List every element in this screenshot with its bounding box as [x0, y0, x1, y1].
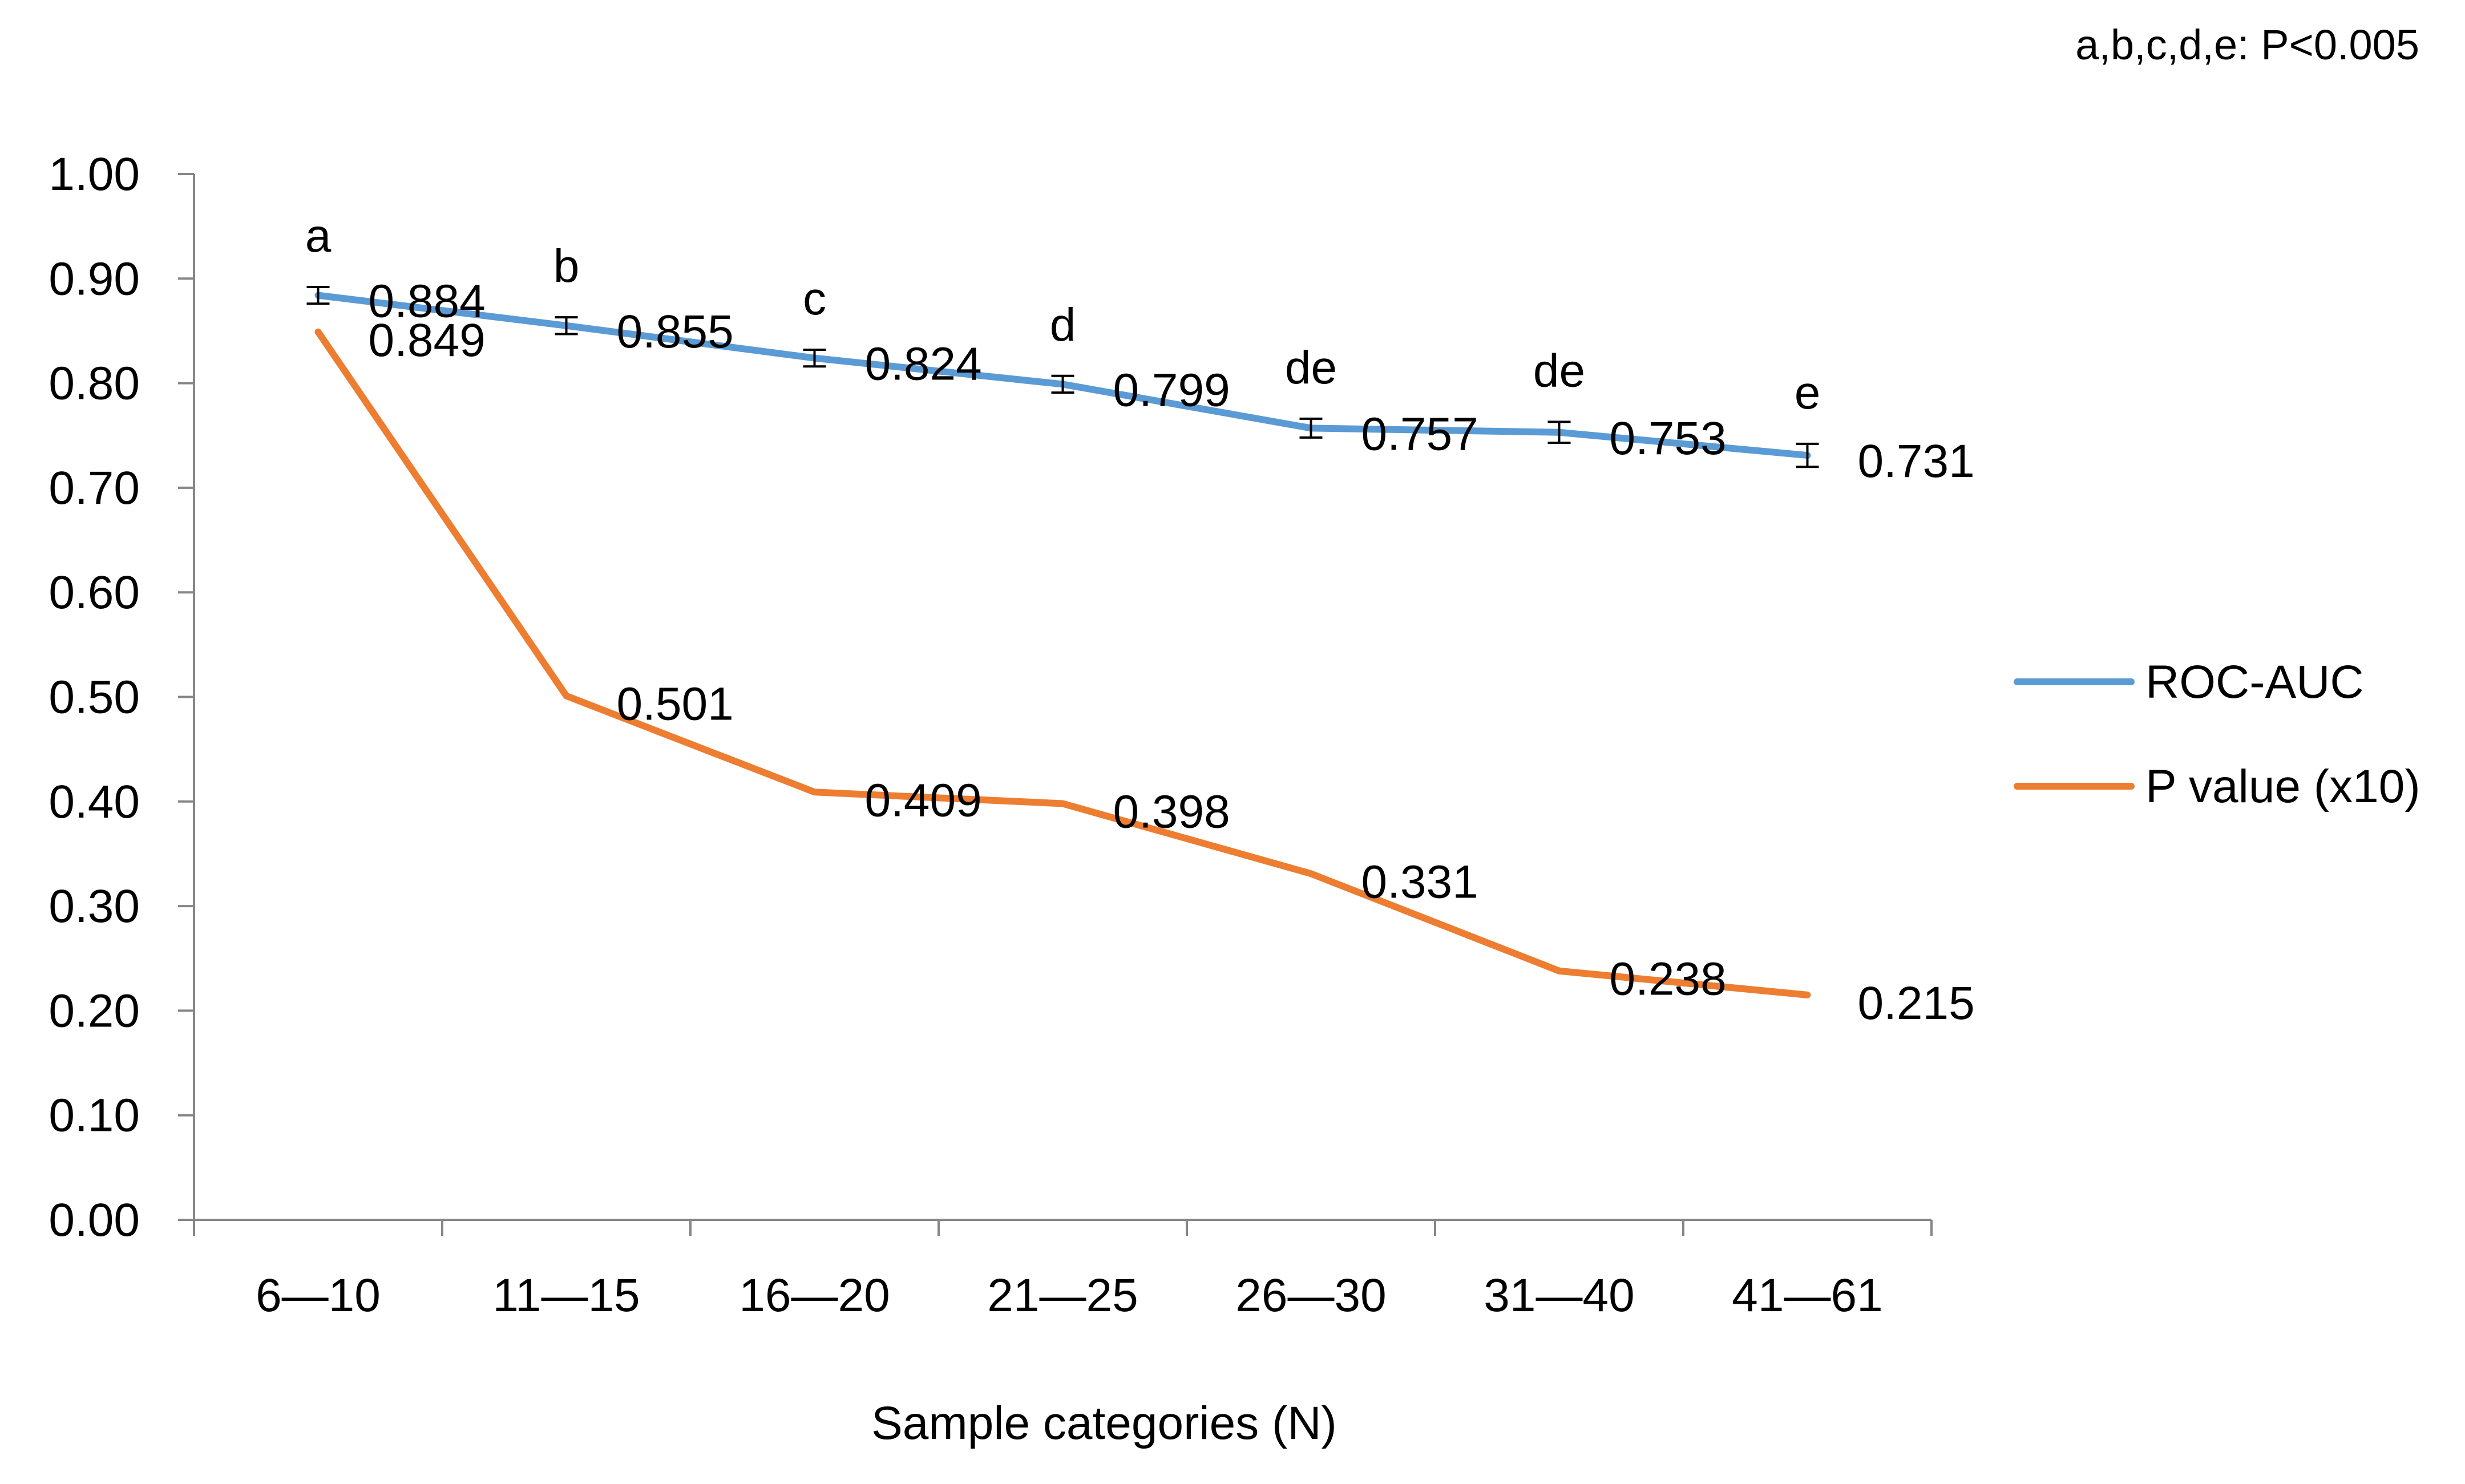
data-label: 0.215 — [1858, 977, 1975, 1029]
data-label: 0.855 — [617, 306, 734, 358]
y-tick-label: 0.60 — [49, 567, 140, 618]
legend-label: ROC-AUC — [2145, 656, 2364, 708]
significance-letter: a — [305, 210, 332, 262]
data-label: 0.501 — [617, 678, 734, 730]
x-axis-title: Sample categories (N) — [871, 1397, 1337, 1449]
data-label: 0.824 — [865, 338, 982, 390]
y-tick-label: 0.80 — [49, 358, 140, 410]
legend-item: ROC-AUC — [2014, 656, 2364, 708]
y-tick-label: 0.10 — [49, 1090, 140, 1142]
data-label: 0.849 — [369, 314, 486, 366]
x-tick-label: 16—20 — [739, 1269, 890, 1321]
y-tick-label: 0.40 — [49, 776, 140, 828]
data-point — [1805, 993, 1809, 997]
data-label: 0.757 — [1361, 408, 1478, 460]
error-bar — [306, 285, 330, 305]
error-bar — [1547, 420, 1571, 444]
significance-letter: c — [803, 273, 826, 325]
x-tick-label: 26—30 — [1235, 1269, 1386, 1321]
data-point — [316, 330, 320, 334]
data-label: 0.884 — [369, 276, 486, 327]
y-tick-label: 0.00 — [49, 1194, 140, 1246]
data-label: 0.753 — [1610, 413, 1727, 464]
significance-note: a,b,c,d,e: P<0.005 — [2075, 21, 2419, 68]
series-p-value — [314, 328, 1811, 998]
significance-letter: de — [1533, 345, 1585, 397]
error-bar — [1796, 442, 1819, 468]
x-tick-label: 21—25 — [987, 1269, 1138, 1321]
data-point — [1061, 802, 1065, 806]
data-point — [1309, 872, 1313, 876]
x-tick-label: 11—15 — [492, 1269, 640, 1321]
data-point — [1557, 969, 1561, 973]
legend-label: P value (x10) — [2145, 761, 2420, 812]
error-bar — [1299, 417, 1323, 439]
x-tick-label: 31—40 — [1484, 1269, 1634, 1321]
data-point — [813, 790, 817, 794]
error-bar — [803, 348, 826, 368]
significance-letter: b — [553, 240, 580, 292]
y-tick-label: 0.90 — [49, 253, 140, 305]
legend-item: P value (x10) — [2014, 761, 2420, 812]
data-label: 0.799 — [1113, 364, 1230, 416]
y-tick-label: 0.20 — [49, 985, 140, 1037]
data-point — [564, 694, 568, 698]
y-tick-label: 0.30 — [49, 880, 140, 932]
series-roc-auc — [306, 285, 1819, 468]
data-label: 0.731 — [1858, 435, 1975, 487]
data-label: 0.409 — [865, 774, 982, 826]
y-tick-label: 1.00 — [49, 148, 140, 200]
error-bar — [1051, 374, 1074, 394]
data-label: 0.238 — [1610, 953, 1727, 1005]
y-tick-label: 0.70 — [49, 462, 140, 514]
significance-letter: d — [1050, 299, 1076, 351]
x-tick-label: 6—10 — [256, 1269, 381, 1321]
data-label: 0.398 — [1113, 786, 1230, 838]
data-label: 0.331 — [1361, 856, 1478, 908]
y-tick-label: 0.50 — [49, 672, 140, 723]
error-bar — [555, 316, 578, 335]
significance-letter: e — [1795, 367, 1821, 419]
x-tick-label: 41—61 — [1732, 1269, 1882, 1321]
significance-letter: de — [1285, 342, 1337, 394]
